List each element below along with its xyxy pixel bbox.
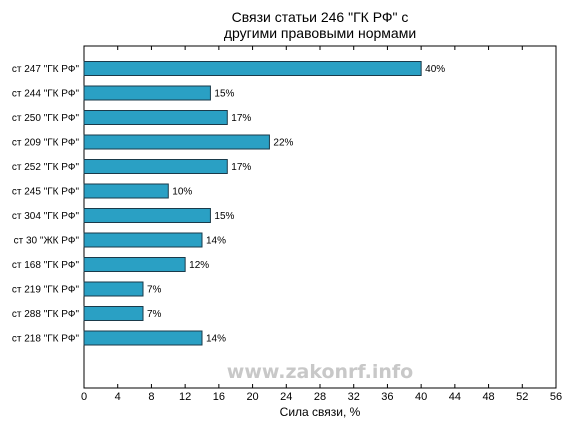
bar [83,281,144,297]
x-tick-label: 16 [213,391,225,403]
chart-title-line-1: Связи статьи 246 "ГК РФ" с [232,9,409,25]
bar [83,159,228,174]
bar [83,61,422,76]
x-tick-label: 0 [81,391,87,403]
x-tick-label: 32 [348,391,360,403]
data-label: 40% [425,64,445,75]
category-label: ст 250 "ГК РФ" [12,113,80,124]
category-label: ст 245 "ГК РФ" [12,187,80,198]
data-label: 7% [147,309,162,320]
x-tick-label: 28 [314,391,326,403]
x-axis-ticks: 0 4 8 12 16 20 24 28 32 36 40 44 48 52 56 [81,46,562,403]
x-tick-label: 4 [115,391,121,403]
x-axis-label: Сила связи, % [280,405,361,419]
bar [83,208,211,223]
watermark: www.zakonrf.info [227,361,413,383]
data-label: 7% [147,285,162,296]
x-tick-label: 8 [148,391,154,403]
data-label: 15% [214,89,234,100]
bar [83,85,211,101]
bars-group: ст 247 "ГК РФ" 40% ст 244 "ГК РФ" 15% ст 250… [12,61,445,346]
x-tick-label: 52 [516,391,528,403]
x-tick-label: 12 [179,391,191,403]
data-label: 17% [231,113,251,124]
data-label: 10% [172,187,192,198]
category-label: ст 218 "ГК РФ" [12,334,80,345]
category-label: ст 247 "ГК РФ" [12,64,80,75]
category-label: ст 209 "ГК РФ" [12,138,80,149]
bar [83,232,203,248]
data-label: 22% [273,138,293,149]
category-label: ст 30 "ЖК РФ" [14,236,80,247]
bar [83,257,186,272]
data-label: 12% [189,260,209,271]
category-label: ст 288 "ГК РФ" [12,309,80,320]
bar [83,306,144,321]
data-label: 15% [214,211,234,222]
data-label: 14% [206,236,226,247]
category-label: ст 304 "ГК РФ" [12,211,80,222]
x-tick-label: 56 [550,391,562,403]
bar [83,330,203,346]
chart-title-line-2: другими правовыми нормами [224,25,416,41]
bar [83,134,270,150]
x-tick-label: 40 [415,391,427,403]
category-label: ст 244 "ГК РФ" [12,89,80,100]
data-label: 17% [231,162,251,173]
category-label: ст 168 "ГК РФ" [12,260,80,271]
x-tick-label: 36 [381,391,393,403]
x-tick-label: 48 [482,391,494,403]
category-label: ст 252 "ГК РФ" [12,162,80,173]
x-tick-label: 44 [449,391,461,403]
data-label: 14% [206,334,226,345]
category-label: ст 219 "ГК РФ" [12,285,80,296]
x-tick-label: 20 [246,391,258,403]
bar [83,183,169,199]
bar [83,110,228,125]
x-tick-label: 24 [280,391,292,403]
